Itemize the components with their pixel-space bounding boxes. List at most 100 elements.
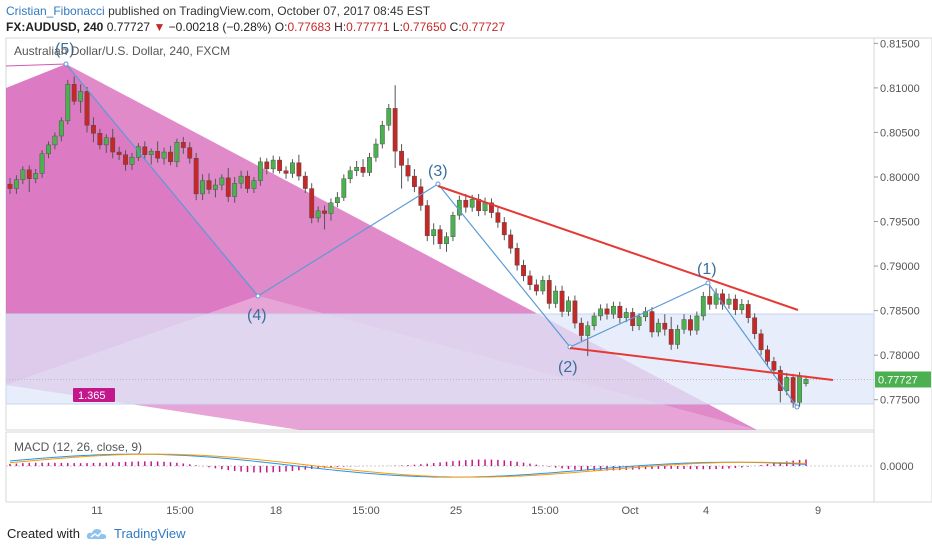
candle-body <box>578 322 584 336</box>
candle-body <box>803 379 809 384</box>
candle-body <box>225 177 231 197</box>
candle-body <box>270 159 276 170</box>
wave-path <box>65 63 798 408</box>
macd-title: MACD (12, 26, close, 9) <box>14 440 143 454</box>
candle-body <box>598 308 603 317</box>
candle-body <box>103 137 109 146</box>
current-price-text: 0.77727 <box>878 374 918 386</box>
candle-body <box>187 147 193 159</box>
candle-body <box>392 108 398 152</box>
wave-point <box>794 404 800 410</box>
price-axis-label: 0.79000 <box>880 261 920 273</box>
candle-body <box>245 175 250 189</box>
candle-body <box>765 349 770 362</box>
candle-body <box>450 215 456 237</box>
candle-body <box>521 264 526 277</box>
candle-body <box>694 315 700 331</box>
candle-body <box>328 202 334 214</box>
signal-line <box>9 453 807 478</box>
candle-body <box>78 91 84 102</box>
time-axis-label: 15:00 <box>352 505 380 517</box>
high-value: 0.77771 <box>346 20 390 34</box>
upper-trendline <box>437 185 799 311</box>
chart-header-line2: FX:AUDUSD, 240 0.77727 ▼ −0.00218 (−0.28… <box>6 19 505 35</box>
chart-header-line1: Cristian_Fibonacci published on TradingV… <box>6 3 430 19</box>
candle-body <box>553 290 559 304</box>
candle-body <box>784 377 790 392</box>
close-label: C: <box>449 20 462 34</box>
macd-axis-label: 0.0000 <box>880 461 914 473</box>
target-range-box <box>5 313 875 405</box>
candle-body <box>399 150 404 166</box>
candle-body <box>174 142 180 163</box>
candle-body <box>675 329 681 345</box>
candle-body <box>148 150 154 155</box>
lower-trendline <box>569 347 834 381</box>
candle-body <box>65 84 71 122</box>
candle-body <box>700 296 706 317</box>
candle-body <box>482 202 488 212</box>
time-axis-label: 4 <box>703 505 709 517</box>
time-axis-label: 18 <box>270 505 282 517</box>
wave-point <box>705 280 711 286</box>
candle-body <box>604 308 610 315</box>
candle-body <box>572 300 578 324</box>
candle-body <box>623 312 629 318</box>
last-price: 0.77727 <box>106 20 151 34</box>
candle-body <box>91 125 96 134</box>
candle-body <box>431 229 437 236</box>
low-label: L: <box>392 20 403 34</box>
candle-body <box>379 125 385 145</box>
wave-point <box>435 181 441 187</box>
low-value: 0.77650 <box>402 20 447 34</box>
price-axis-label: 0.80500 <box>880 127 920 139</box>
candle-body <box>732 298 738 310</box>
candle-body <box>46 144 51 155</box>
candle-body <box>533 284 539 292</box>
pattern-top-edge <box>5 63 67 67</box>
wave-label: (2) <box>558 359 578 376</box>
wave-label: (1) <box>697 261 717 278</box>
candle-body <box>283 170 289 174</box>
candle-body <box>302 175 308 189</box>
candle-body <box>508 234 514 249</box>
wave-point <box>63 61 69 67</box>
candle-body <box>437 229 443 245</box>
price-axis-frame <box>873 37 932 503</box>
author-link[interactable]: Cristian_Fibonacci <box>6 4 105 18</box>
candle-body <box>290 162 295 174</box>
symbol-label: FX:AUDUSD, 240 <box>6 20 104 34</box>
candle-body <box>424 205 430 236</box>
candle-body <box>123 154 128 165</box>
candle-body <box>367 157 372 173</box>
candle-body <box>405 165 411 177</box>
candle-body <box>322 210 327 214</box>
candle-body <box>501 222 507 236</box>
candle-body <box>739 304 745 310</box>
candle-body <box>360 166 366 173</box>
candle-body <box>726 298 732 305</box>
candle-body <box>611 305 616 315</box>
candle-body <box>129 157 135 165</box>
candle-body <box>649 311 655 333</box>
candle-body <box>771 361 777 371</box>
candle-body <box>469 199 475 208</box>
candle-body <box>206 180 212 190</box>
candle-body <box>161 151 167 159</box>
candle-body <box>617 305 623 318</box>
candle-body <box>354 166 360 171</box>
candle-body <box>26 169 32 179</box>
high-label: H: <box>334 20 347 34</box>
candle-body <box>84 91 90 126</box>
price-axis-label: 0.78500 <box>880 306 920 318</box>
candle-body <box>688 319 693 331</box>
candle-body <box>33 173 39 179</box>
candle-body <box>495 212 501 223</box>
price-change: −0.00218 (−0.28%) <box>168 20 272 34</box>
price-axis-label: 0.78000 <box>880 350 920 362</box>
candle-body <box>52 135 58 146</box>
tradingview-brand[interactable]: TradingView <box>113 526 186 541</box>
candle-body <box>71 84 77 102</box>
candle-body <box>116 151 122 155</box>
